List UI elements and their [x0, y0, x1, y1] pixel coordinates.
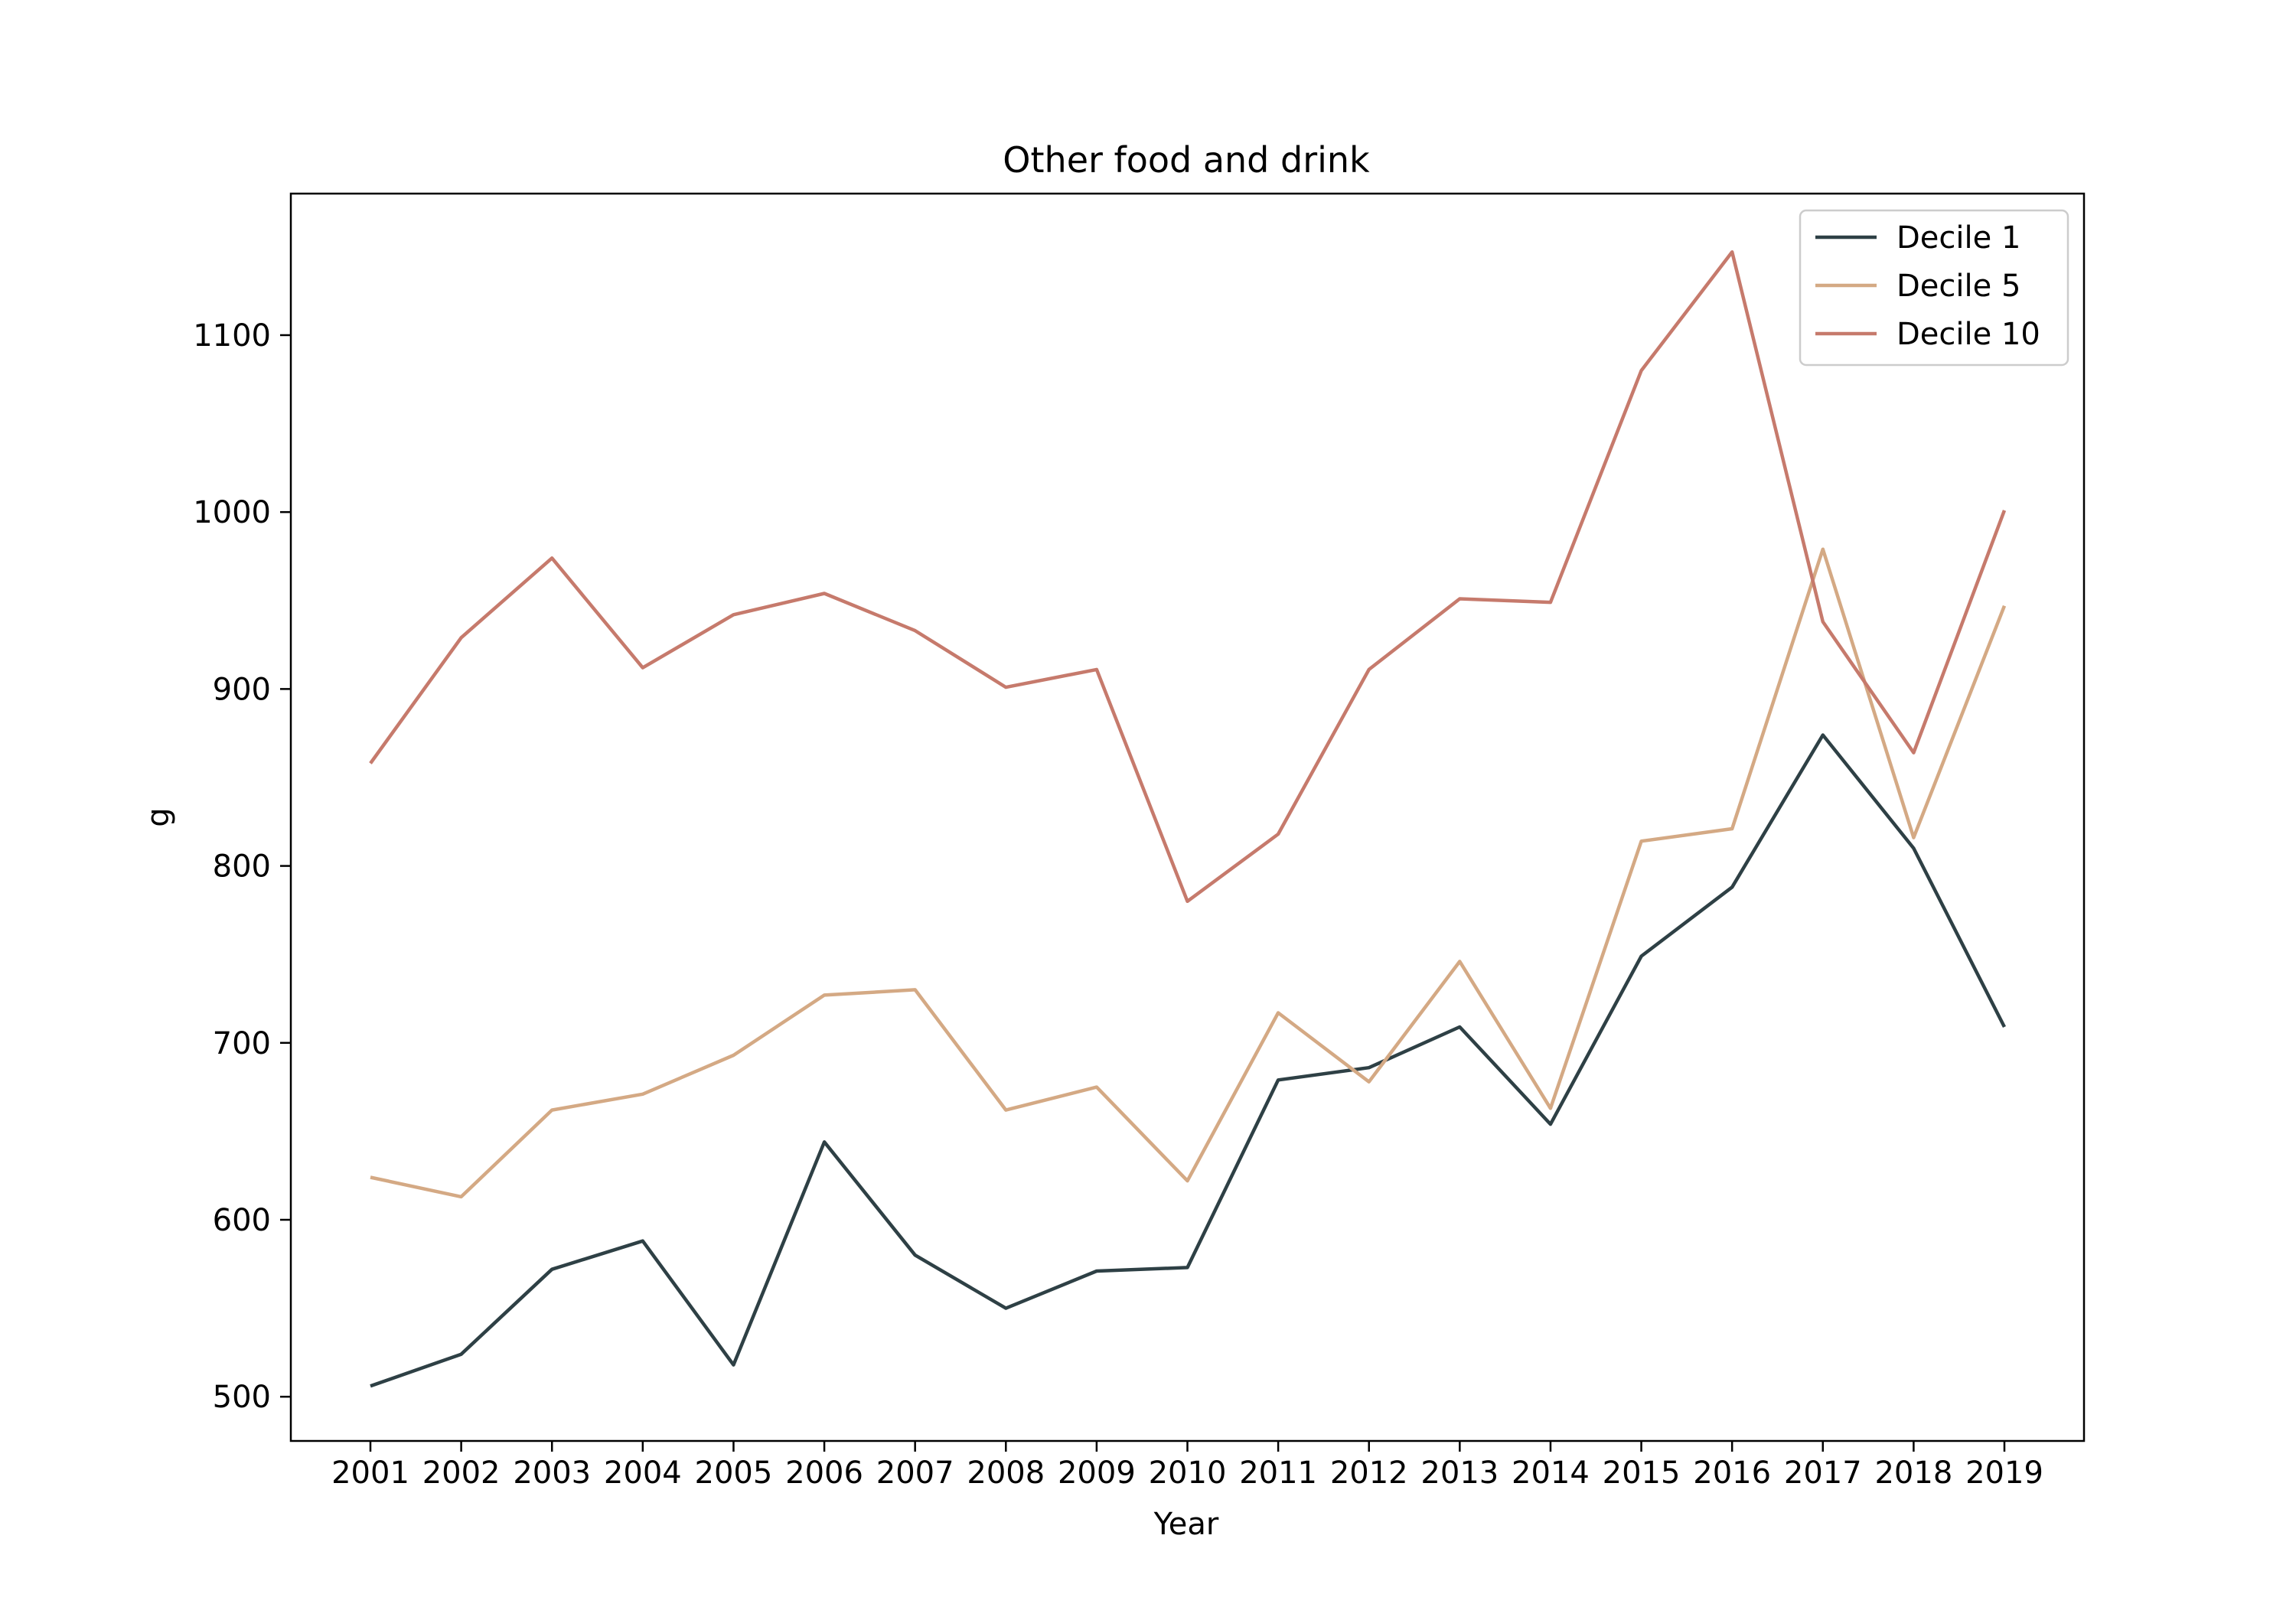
legend-label: Decile 10 — [1896, 317, 2040, 352]
x-tick-label: 2005 — [695, 1455, 773, 1491]
y-tick-label: 700 — [213, 1026, 271, 1061]
x-tick-label: 2016 — [1693, 1455, 1771, 1491]
y-tick-label: 900 — [213, 672, 271, 707]
series-line-decile-1 — [370, 733, 2007, 1388]
x-axis-label: Year — [1153, 1507, 1219, 1542]
x-tick-label: 2010 — [1149, 1455, 1227, 1491]
plot-series — [369, 250, 2007, 1388]
x-axis: 2001 2002 2003 2004 2005 2006 2007 2008 2009 2010… — [331, 1441, 2043, 1491]
x-tick-label: 2011 — [1239, 1455, 1317, 1491]
y-tick-label: 1100 — [193, 318, 271, 354]
y-tick-label: 1000 — [193, 495, 271, 530]
x-tick-label: 2012 — [1330, 1455, 1408, 1491]
x-tick-label: 2013 — [1420, 1455, 1499, 1491]
series-line-decile-5 — [370, 547, 2007, 1199]
legend-label: Decile 1 — [1896, 220, 2020, 256]
x-tick-label: 2007 — [876, 1455, 954, 1491]
x-tick-label: 2019 — [1965, 1455, 2043, 1491]
y-axis-label: g — [141, 807, 176, 826]
x-tick-label: 2002 — [422, 1455, 501, 1491]
legend-label: Decile 5 — [1896, 269, 2020, 304]
x-tick-label: 2009 — [1058, 1455, 1136, 1491]
x-tick-label: 2003 — [513, 1455, 591, 1491]
y-tick-label: 600 — [213, 1203, 271, 1238]
x-tick-label: 2001 — [331, 1455, 409, 1491]
x-tick-label: 2004 — [604, 1455, 682, 1491]
y-tick-label: 800 — [213, 849, 271, 885]
legend-box — [1799, 209, 2069, 367]
x-tick-label: 2018 — [1874, 1455, 1952, 1491]
x-tick-label: 2006 — [785, 1455, 863, 1491]
y-tick-label: 500 — [213, 1380, 271, 1415]
legend: Decile 1 Decile 5 Decile 10 — [1799, 209, 2069, 367]
plot-frame — [289, 192, 2086, 1442]
x-tick-label: 2014 — [1512, 1455, 1590, 1491]
x-tick-label: 2015 — [1603, 1455, 1681, 1491]
y-axis: 500 600 700 800 900 1000 1100 — [193, 318, 291, 1415]
x-tick-label: 2008 — [967, 1455, 1045, 1491]
chart-title: Other food and drink — [1003, 139, 1370, 181]
series-line-decile-10 — [369, 250, 2007, 904]
x-tick-label: 2017 — [1784, 1455, 1862, 1491]
